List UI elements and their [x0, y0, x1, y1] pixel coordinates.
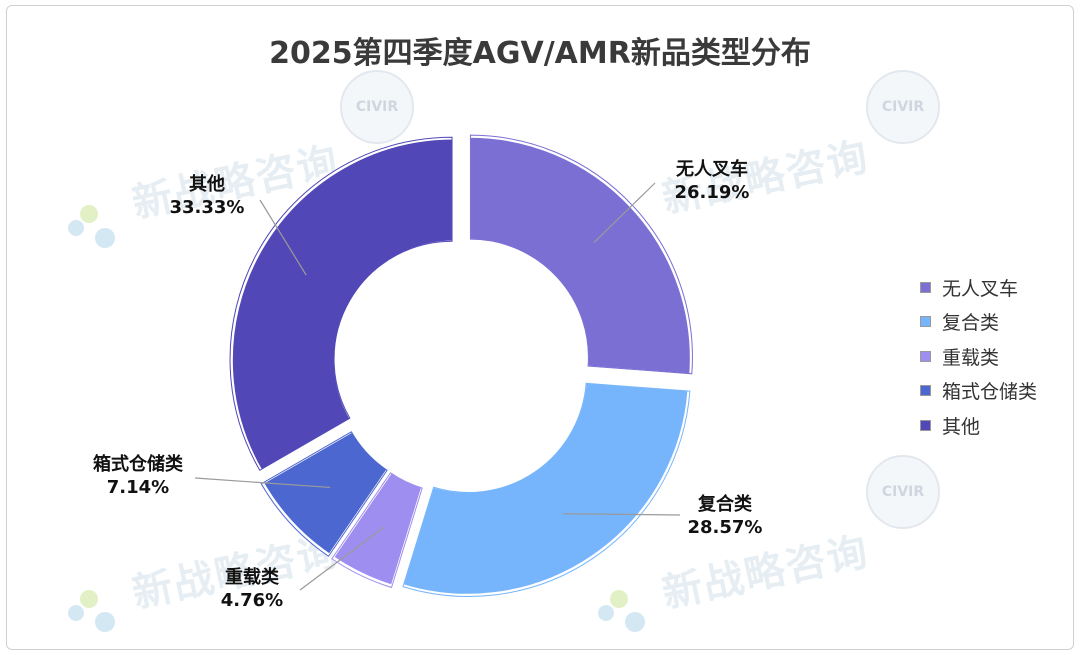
watermark-logo-dot — [68, 220, 84, 236]
legend-item-composite: 复合类 — [920, 305, 1037, 340]
data-label-value-composite: 28.57% — [688, 517, 763, 538]
watermark-logo-dot — [610, 590, 628, 608]
data-label-category-forklift: 无人叉车 — [676, 158, 748, 180]
donut-slice-outline-other — [229, 136, 453, 471]
watermark-logo-dot — [95, 612, 115, 632]
data-label-category-box-storage: 箱式仓储类 — [93, 453, 184, 475]
data-label-category-other: 其他 — [189, 173, 225, 195]
legend-label: 重载类 — [942, 346, 1000, 369]
watermark-logo-dot — [80, 205, 98, 223]
donut-slice-outline-box-storage — [260, 431, 388, 557]
watermark-seal: CIVIR — [340, 70, 414, 144]
chart-legend: 无人叉车复合类重载类箱式仓储类其他 — [920, 270, 1037, 443]
legend-label: 箱式仓储类 — [942, 381, 1038, 404]
legend-item-forklift: 无人叉车 — [920, 270, 1037, 305]
legend-swatch — [920, 316, 931, 328]
donut-slice-outline-forklift — [469, 134, 693, 375]
watermark-logo-dot — [598, 605, 614, 621]
legend-label: 复合类 — [942, 312, 1000, 335]
data-label-value-other: 33.33% — [170, 197, 245, 218]
legend-label: 其他 — [942, 415, 981, 438]
donut-slice-outline-heavy-duty — [331, 472, 423, 589]
data-label-category-composite: 复合类 — [697, 493, 753, 515]
donut-slice-other — [229, 136, 455, 474]
watermark-logo-dot — [625, 612, 645, 632]
watermark-logo-dot — [80, 590, 98, 608]
legend-item-box-storage: 箱式仓储类 — [920, 374, 1037, 409]
legend-item-other: 其他 — [920, 408, 1037, 443]
donut-slice-composite — [400, 380, 691, 597]
data-label-value-box-storage: 7.14% — [107, 477, 169, 498]
legend-item-heavy-duty: 重载类 — [920, 339, 1037, 374]
legend-swatch — [920, 385, 931, 397]
donut-slice-forklift — [467, 134, 693, 377]
chart-title: 2025第四季度AGV/AMR新品类型分布 — [269, 36, 811, 71]
leader-line-other — [259, 199, 307, 276]
legend-swatch — [920, 419, 931, 431]
legend-swatch — [920, 281, 931, 293]
data-label-value-forklift: 26.19% — [675, 182, 750, 203]
watermark-seal: CIVIR — [866, 455, 940, 529]
watermark-logo-dot — [68, 605, 84, 621]
data-label-category-heavy-duty: 重载类 — [225, 566, 280, 588]
donut-slice-outline-composite — [402, 382, 691, 597]
legend-label: 无人叉车 — [942, 277, 1019, 300]
leader-line-composite — [563, 513, 681, 516]
watermark-logo-dot — [95, 228, 115, 248]
leader-line-box-storage — [194, 477, 331, 489]
leader-line-heavy-duty — [299, 526, 385, 591]
watermark-seal: CIVIR — [866, 70, 940, 144]
data-label-value-heavy-duty: 4.76% — [221, 590, 283, 611]
leader-line-forklift — [593, 182, 656, 244]
legend-swatch — [920, 350, 931, 362]
